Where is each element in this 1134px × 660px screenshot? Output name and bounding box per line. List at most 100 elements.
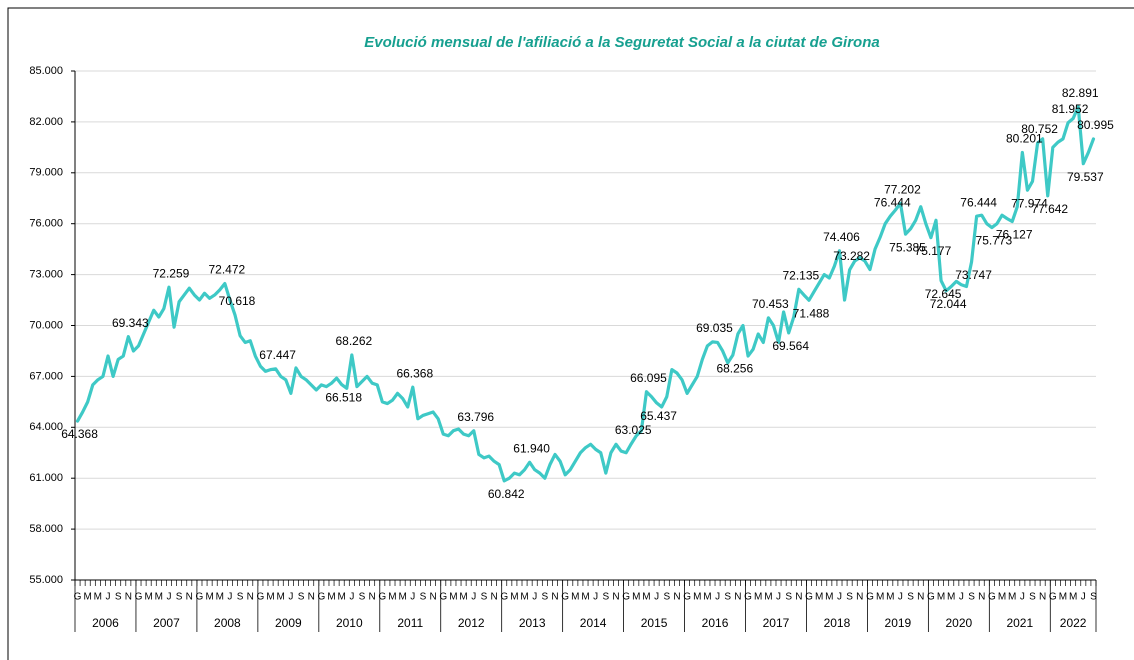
year-label: 2011: [397, 616, 423, 630]
x-tick-label: S: [359, 592, 366, 603]
x-tick-label: N: [125, 592, 132, 603]
data-label: 80.201: [1006, 132, 1043, 146]
x-tick-label: S: [663, 592, 670, 603]
year-label: 2021: [1006, 616, 1033, 630]
data-label: 69.035: [696, 321, 733, 335]
series-line: [75, 105, 1096, 483]
data-label: 80.752: [1021, 122, 1058, 136]
x-tick-label: N: [795, 592, 802, 603]
data-label: 66.095: [630, 371, 667, 385]
x-tick-label: G: [805, 592, 813, 603]
data-label: 77.202: [884, 182, 921, 196]
x-tick-label: N: [856, 592, 863, 603]
data-label: 66.368: [396, 366, 433, 380]
data-label: 76.127: [996, 228, 1033, 242]
x-tick-label: N: [490, 592, 497, 603]
data-label: 75.385: [889, 240, 926, 254]
data-label: 75.773: [976, 234, 1013, 248]
x-tick-label: G: [500, 592, 508, 603]
x-tick-label: M: [754, 592, 762, 603]
x-tick-label: S: [481, 592, 488, 603]
x-tick-label: M: [216, 592, 224, 603]
x-tick-label: J: [715, 592, 720, 603]
x-tick-label: J: [593, 592, 598, 603]
year-label: 2020: [945, 616, 972, 630]
x-tick-label: N: [917, 592, 924, 603]
chart-title: Evolució mensual de l'afiliació a la Seg…: [364, 34, 879, 51]
x-tick-label: N: [369, 592, 376, 603]
year-label: 2022: [1060, 616, 1087, 630]
data-label: 76.444: [874, 195, 911, 209]
x-tick-label: J: [288, 592, 293, 603]
data-label: 64.368: [61, 427, 98, 441]
x-tick-label: S: [1090, 592, 1097, 603]
x-tick-label: M: [581, 592, 589, 603]
x-tick-label: M: [510, 592, 518, 603]
x-tick-label: N: [734, 592, 741, 603]
y-tick-label: 85.000: [29, 65, 63, 77]
x-tick-label: M: [520, 592, 528, 603]
data-label: 72.472: [208, 263, 245, 277]
data-label: 76.444: [960, 195, 997, 209]
y-tick-label: 67.000: [29, 370, 63, 382]
year-label: 2010: [336, 616, 363, 630]
x-tick-label: M: [144, 592, 152, 603]
x-tick-label: M: [205, 592, 213, 603]
x-tick-label: M: [815, 592, 823, 603]
data-label: 75.177: [915, 244, 952, 258]
y-tick-label: 79.000: [29, 167, 63, 179]
x-tick-label: N: [673, 592, 680, 603]
data-label: 68.262: [335, 334, 372, 348]
data-label: 68.256: [716, 361, 753, 375]
data-label: 72.259: [153, 266, 190, 280]
x-tick-label: M: [998, 592, 1006, 603]
x-tick-label: S: [298, 592, 305, 603]
x-tick-label: J: [1020, 592, 1025, 603]
x-tick-label: G: [866, 592, 874, 603]
year-label: 2008: [214, 616, 241, 630]
x-tick-label: J: [166, 592, 171, 603]
y-tick-label: 73.000: [29, 269, 63, 281]
data-label: 72.044: [930, 297, 967, 311]
x-tick-label: M: [449, 592, 457, 603]
x-tick-label: M: [876, 592, 884, 603]
x-tick-label: S: [846, 592, 853, 603]
x-tick-label: M: [266, 592, 274, 603]
x-tick-label: G: [561, 592, 569, 603]
x-tick-label: S: [115, 592, 122, 603]
data-label: 73.747: [955, 268, 992, 282]
x-tick-label: M: [84, 592, 92, 603]
data-label: 66.518: [325, 391, 362, 405]
x-tick-label: G: [622, 592, 630, 603]
x-tick-label: S: [785, 592, 792, 603]
x-tick-label: S: [1029, 592, 1036, 603]
x-tick-label: N: [551, 592, 558, 603]
x-tick-label: J: [898, 592, 903, 603]
x-tick-label: M: [764, 592, 772, 603]
x-tick-label: J: [349, 592, 354, 603]
year-label: 2017: [763, 616, 790, 630]
x-tick-label: M: [1069, 592, 1077, 603]
x-tick-label: M: [327, 592, 335, 603]
data-label: 74.406: [823, 230, 860, 244]
x-tick-label: G: [744, 592, 752, 603]
x-tick-label: S: [176, 592, 183, 603]
data-label: 79.537: [1067, 170, 1104, 184]
x-tick-label: G: [988, 592, 996, 603]
x-tick-label: J: [776, 592, 781, 603]
year-label: 2013: [519, 616, 546, 630]
y-tick-label: 58.000: [29, 523, 63, 535]
x-tick-label: S: [907, 592, 914, 603]
data-label: 81.952: [1052, 102, 1089, 116]
x-tick-label: J: [471, 592, 476, 603]
x-tick-label: M: [94, 592, 102, 603]
x-tick-label: G: [683, 592, 691, 603]
data-label: 73.282: [833, 249, 870, 263]
x-tick-label: M: [571, 592, 579, 603]
x-tick-label: M: [155, 592, 163, 603]
x-tick-label: N: [429, 592, 436, 603]
year-label: 2015: [641, 616, 668, 630]
y-tick-label: 76.000: [29, 218, 63, 230]
y-tick-label: 64.000: [29, 421, 63, 433]
y-tick-label: 55.000: [29, 574, 63, 586]
